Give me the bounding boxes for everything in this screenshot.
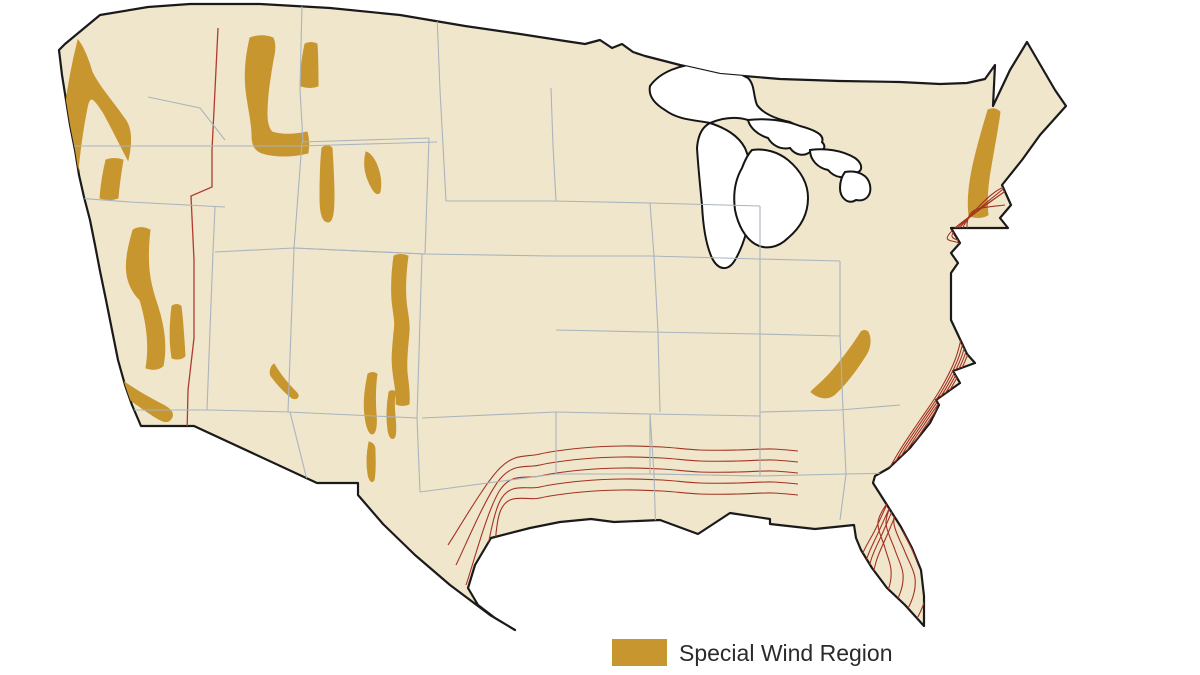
svg-text:Special Wind Region: Special Wind Region — [679, 640, 893, 666]
